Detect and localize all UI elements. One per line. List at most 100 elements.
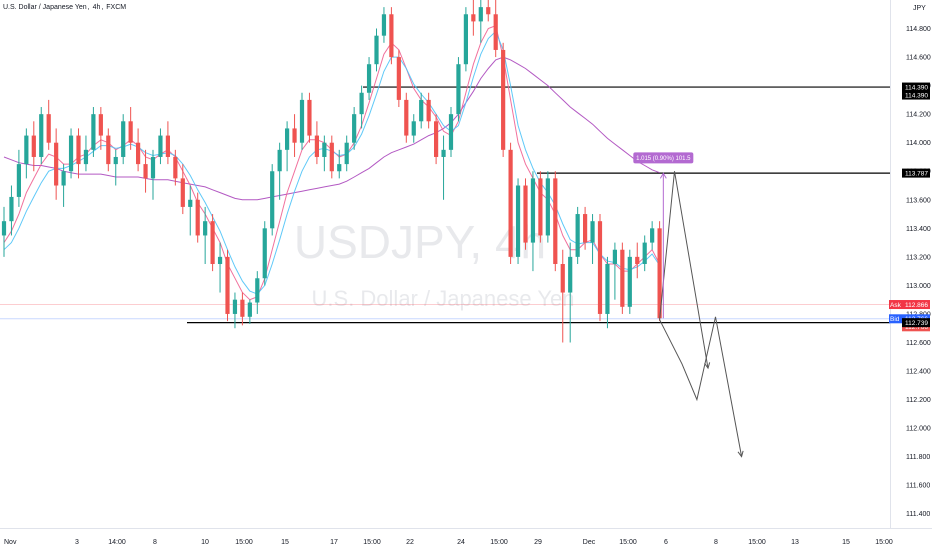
candle-body — [329, 142, 334, 172]
candle-body — [136, 142, 141, 165]
time-tick-label: 6 — [664, 539, 668, 546]
time-tick-label: 13 — [791, 539, 799, 546]
candle-body — [359, 92, 364, 115]
candle-body — [255, 278, 260, 303]
candle-body — [247, 302, 252, 317]
price-tag-label: 112.766 — [905, 324, 928, 331]
candle-body — [203, 221, 208, 236]
candle-body — [188, 199, 193, 207]
price-tick-label: 112.000 — [906, 426, 931, 433]
time-tick-label: 15:00 — [619, 539, 637, 546]
candle-body — [54, 142, 59, 186]
candle-body — [501, 49, 506, 150]
candle-body — [642, 242, 647, 264]
time-tick-label: 15:00 — [748, 539, 766, 546]
watermark-name: U.S. Dollar / Japanese Yen — [312, 286, 575, 311]
price-tag-prefix: Ask — [890, 302, 902, 309]
time-tick-label: 15 — [842, 539, 850, 546]
price-tick-label: 111.800 — [906, 454, 930, 461]
watermark-symbol: USDJPY, 4h — [294, 216, 546, 268]
time-tick-label: 24 — [457, 539, 465, 546]
candle-body — [24, 135, 29, 165]
candle-body — [180, 178, 185, 207]
projection-drawings: 1.015 (0.90%) 101.5 — [633, 152, 744, 458]
candle-body — [322, 142, 327, 157]
candle-body — [508, 149, 513, 257]
candle-body — [143, 164, 148, 179]
candle-body — [575, 214, 580, 257]
candle-body — [560, 264, 565, 293]
candle-body — [456, 64, 461, 115]
symbol-name: U.S. Dollar / Japanese Yen — [3, 4, 87, 11]
candle-body — [441, 149, 446, 157]
time-tick-label: 8 — [153, 539, 157, 546]
projection-arrowhead — [737, 450, 744, 458]
candle-body — [545, 178, 550, 236]
candle-body — [612, 249, 617, 264]
candle-body — [61, 171, 66, 186]
price-tag-label: 112.739 — [905, 320, 928, 327]
candle-body — [635, 256, 640, 264]
candle-body — [463, 14, 468, 65]
time-tick-label: 15:00 — [490, 539, 508, 546]
candle-body — [225, 256, 230, 314]
time-tick-label: 17 — [330, 539, 338, 546]
candle-body — [91, 114, 96, 150]
time-tick-label: 15 — [281, 539, 289, 546]
candle-body — [650, 228, 655, 243]
candle-body — [217, 256, 223, 264]
candle-body — [128, 121, 133, 143]
price-tag-box — [902, 318, 930, 328]
candle-body — [493, 14, 498, 50]
candle-body — [16, 164, 21, 197]
time-axis: Nov 3 14:00 8 10 15:00 15 17 15:00 22 24 15:00 29 Dec… — [0, 528, 932, 546]
candle-body — [1, 221, 7, 236]
candle-body — [553, 178, 558, 264]
candle-body — [165, 135, 170, 157]
candle-body — [605, 264, 610, 314]
price-tag-prefix: Bid — [890, 316, 900, 323]
candle-body — [106, 135, 111, 165]
candle-body — [314, 135, 319, 157]
time-tick-label: 10 — [201, 539, 209, 546]
price-tag-box — [902, 82, 930, 92]
time-tick-label: 14:00 — [108, 539, 126, 546]
candle-body — [568, 256, 573, 293]
candle-body — [448, 114, 454, 150]
candle-body — [277, 149, 282, 172]
interval-label[interactable]: 4h — [92, 4, 101, 11]
candle-body — [590, 221, 595, 243]
candle-body — [262, 228, 267, 279]
candle-body — [389, 14, 394, 58]
candle-body — [46, 114, 51, 143]
candle-body — [195, 199, 200, 236]
candles — [1, 0, 662, 343]
price-tick-label: 114.800 — [906, 26, 931, 33]
price-tick-label: 113.400 — [906, 226, 931, 233]
candle-body — [76, 135, 81, 165]
price-tick-label: 111.600 — [906, 483, 930, 490]
price-tick-label: 113.000 — [906, 283, 931, 290]
candle-body — [434, 121, 439, 157]
header-separator: , — [101, 4, 106, 11]
candle-body — [98, 114, 103, 136]
header-separator: , — [87, 4, 92, 11]
candle-body — [597, 221, 603, 314]
candle-body — [374, 35, 379, 65]
candle-body — [515, 185, 521, 257]
candle-body — [9, 196, 14, 222]
candle-body — [404, 99, 409, 136]
candle-body — [121, 121, 126, 157]
candle-body — [150, 156, 156, 179]
time-tick-label: Nov — [4, 539, 17, 546]
candle-body — [583, 214, 588, 243]
price-tag-box — [902, 300, 930, 310]
candle-body — [471, 14, 476, 22]
price-tag-label: 114.390 — [905, 84, 928, 91]
candle-body — [620, 249, 625, 307]
candle-body — [396, 57, 401, 100]
candle-body — [478, 7, 483, 22]
